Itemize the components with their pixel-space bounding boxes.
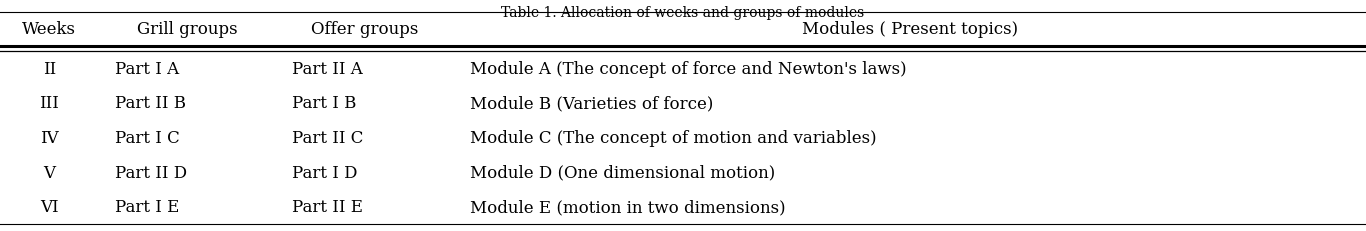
Text: IV: IV <box>40 129 59 146</box>
Text: Part I B: Part I B <box>292 95 357 112</box>
Text: II: II <box>42 61 56 77</box>
Text: Part I E: Part I E <box>115 198 179 215</box>
Text: Offer groups: Offer groups <box>311 21 418 38</box>
Text: Module D (One dimensional motion): Module D (One dimensional motion) <box>470 164 775 181</box>
Text: Table 1. Allocation of weeks and groups of modules: Table 1. Allocation of weeks and groups … <box>501 6 865 20</box>
Text: Module B (Varieties of force): Module B (Varieties of force) <box>470 95 713 112</box>
Text: Part I C: Part I C <box>115 129 179 146</box>
Text: Module A (The concept of force and Newton's laws): Module A (The concept of force and Newto… <box>470 61 907 77</box>
Text: Part II E: Part II E <box>292 198 363 215</box>
Text: Part II B: Part II B <box>115 95 186 112</box>
Text: Part II D: Part II D <box>115 164 187 181</box>
Text: VI: VI <box>40 198 59 215</box>
Text: Part II A: Part II A <box>292 61 363 77</box>
Text: Modules ( Present topics): Modules ( Present topics) <box>802 21 1018 38</box>
Text: Part I A: Part I A <box>115 61 179 77</box>
Text: Module C (The concept of motion and variables): Module C (The concept of motion and vari… <box>470 129 877 146</box>
Text: Grill groups: Grill groups <box>137 21 238 38</box>
Text: V: V <box>44 164 55 181</box>
Text: Part II C: Part II C <box>292 129 363 146</box>
Text: Weeks: Weeks <box>22 21 76 38</box>
Text: Module E (motion in two dimensions): Module E (motion in two dimensions) <box>470 198 785 215</box>
Text: III: III <box>40 95 59 112</box>
Text: Part I D: Part I D <box>292 164 358 181</box>
